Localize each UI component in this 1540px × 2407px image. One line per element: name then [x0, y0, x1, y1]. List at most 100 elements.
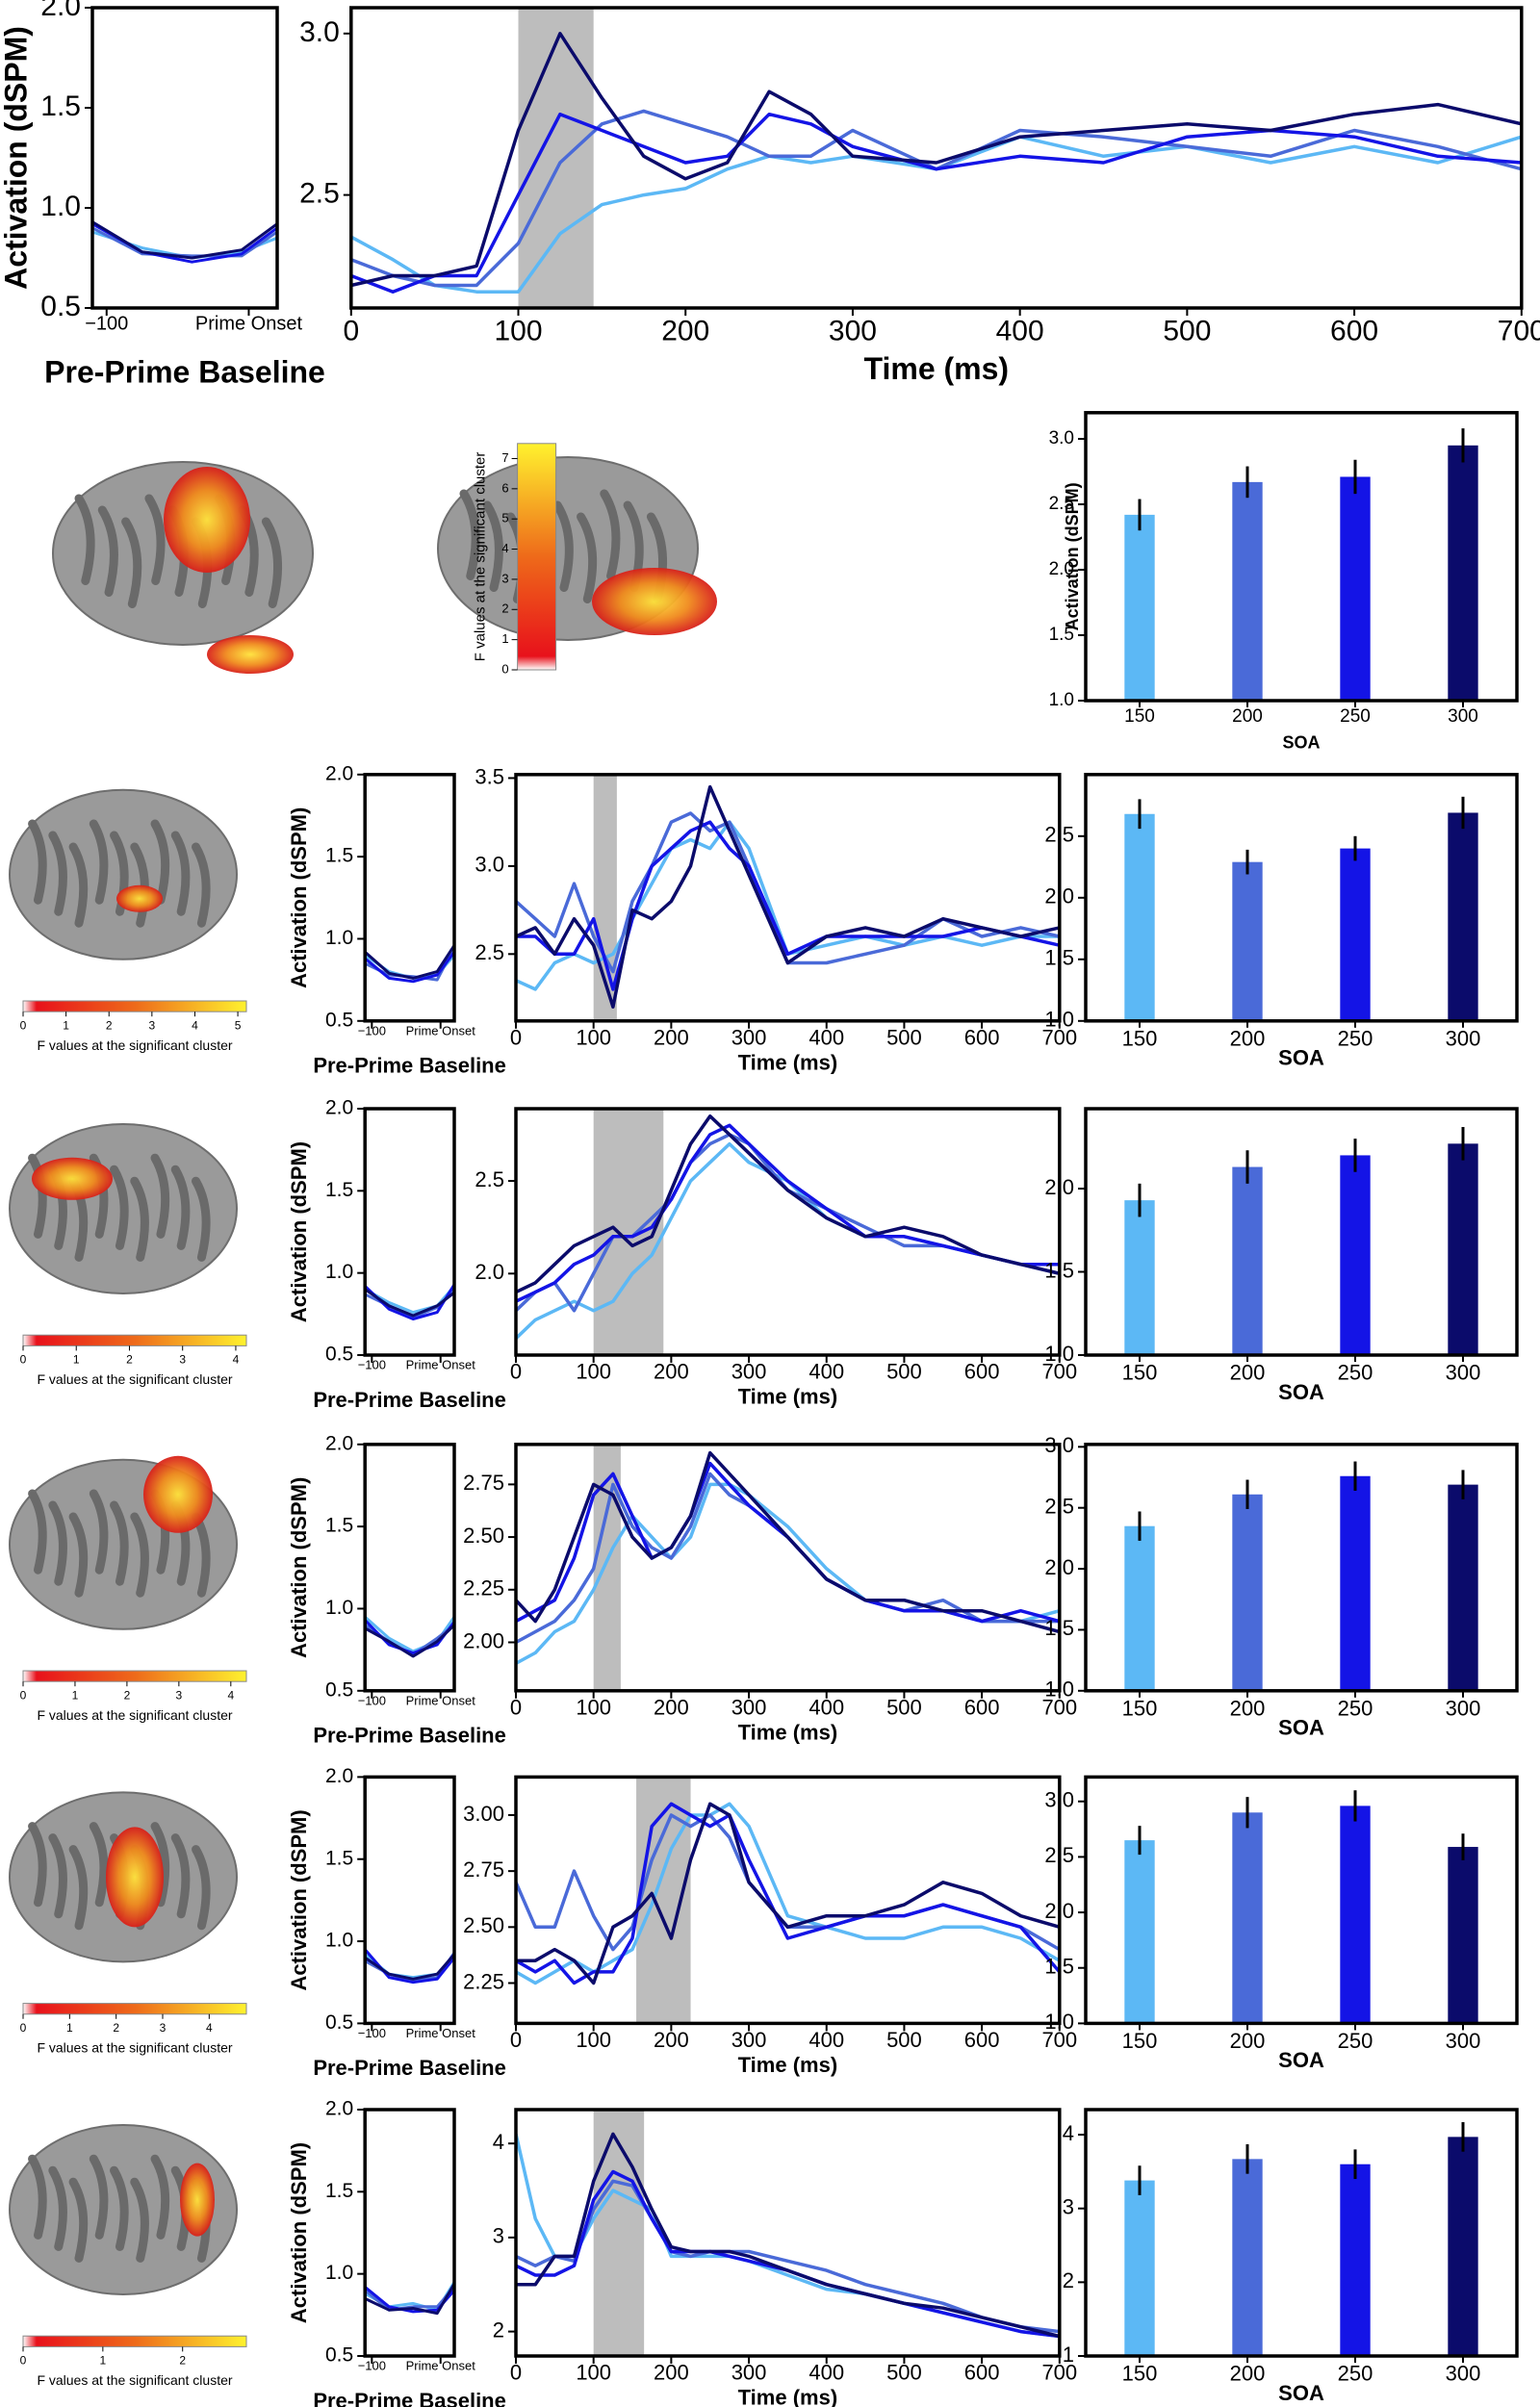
bar — [1232, 1812, 1263, 2024]
bar — [1448, 1143, 1478, 1355]
bar — [1124, 1840, 1155, 2024]
y-tick-label: 2.0 — [325, 1765, 353, 1787]
colorbar-label: F values at the significant cluster — [37, 2372, 232, 2388]
y-tick-label: 1.5 — [325, 1179, 353, 1201]
series-line — [516, 1472, 1060, 1645]
brain-image — [9, 1455, 238, 1630]
x-tick-label: 200 — [654, 1025, 689, 1049]
y-tick-label: 2.5 — [1044, 1843, 1074, 1867]
colorbar-tick-label: 0 — [20, 1353, 27, 1367]
y-tick-label: 1.5 — [40, 90, 81, 122]
colorbar-tick-label: 5 — [501, 511, 508, 525]
colorbar-tick-label: 3 — [176, 1688, 183, 1702]
axes-frame — [363, 1107, 456, 1357]
axes-frame — [1084, 1443, 1519, 1693]
y-axis-label: Activation (dSPM) — [0, 26, 34, 290]
axes-frame — [514, 1775, 1062, 2026]
x-tick-label: Prime Onset — [406, 2026, 476, 2040]
x-tick-label: 600 — [964, 2028, 1000, 2052]
colorbar-tick-label: 1 — [66, 2021, 73, 2035]
brain-sulcus — [89, 2154, 109, 2240]
x-tick-label: 200 — [1230, 2029, 1266, 2053]
bar — [1340, 2164, 1371, 2356]
axes-frame — [1084, 1775, 1519, 2026]
activation-blob — [143, 1455, 213, 1533]
x-tick-label: Prime Onset — [406, 1693, 476, 1707]
colorbar-tick-label: 7 — [501, 450, 508, 465]
x-tick-label: 300 — [732, 1360, 767, 1384]
bar — [1232, 481, 1263, 701]
colorbar-tick-label: 0 — [20, 2021, 27, 2035]
x-tick-label: 100 — [494, 315, 542, 346]
colorbar-tick-label: 1 — [100, 2354, 107, 2368]
x-tick-label: 150 — [1122, 1696, 1158, 1720]
brain-image — [9, 2124, 238, 2295]
bar — [1340, 1805, 1371, 2024]
y-tick-label: 2.00 — [463, 1628, 504, 1652]
y-tick-label: 1.5 — [1049, 625, 1074, 645]
x-tick-label: 0 — [343, 315, 359, 346]
colorbar-tick-label: 2 — [106, 1018, 113, 1032]
activation-blob — [106, 1827, 164, 1928]
x-axis-label: Pre-Prime Baseline — [313, 2389, 506, 2407]
x-tick-label: 250 — [1338, 2029, 1373, 2053]
series-line — [92, 226, 277, 258]
series-line — [365, 2286, 455, 2312]
x-axis-label: Time (ms) — [738, 2053, 838, 2077]
bar — [1340, 848, 1371, 1021]
y-tick-label: 2 — [493, 2317, 504, 2342]
brain-sulcus — [170, 831, 191, 916]
y-tick-label: 1.0 — [40, 191, 81, 222]
y-tick-label: 2.50 — [463, 1913, 504, 1937]
colorbar — [22, 1000, 247, 1012]
x-tick-label: 600 — [964, 1360, 1000, 1384]
x-tick-label: 150 — [1122, 1361, 1158, 1385]
y-tick-label: 2.5 — [475, 1167, 504, 1191]
y-tick-label: 2.5 — [475, 940, 504, 964]
x-tick-label: −100 — [358, 1023, 386, 1037]
y-tick-label: 1.5 — [325, 2180, 353, 2202]
y-axis-label: Activation (dSPM) — [287, 807, 311, 988]
bar — [1124, 1200, 1155, 1355]
x-axis-label: SOA — [1282, 733, 1320, 753]
x-tick-label: 700 — [1498, 315, 1540, 346]
colorbar-tick-label: 3 — [501, 571, 508, 585]
x-tick-label: 200 — [661, 315, 709, 346]
colorbar-tick-label: 1 — [63, 1018, 69, 1032]
x-tick-label: 200 — [1230, 1026, 1266, 1050]
y-tick-label: 2.75 — [463, 1471, 504, 1495]
brain-sulcus — [192, 1176, 211, 1262]
y-tick-label: 1.5 — [1044, 1616, 1074, 1640]
brain-sulcus — [28, 1822, 47, 1908]
series-line — [350, 112, 1522, 294]
x-axis-label: Pre-Prime Baseline — [313, 1054, 506, 1078]
colorbar-tick-label: 5 — [235, 1018, 242, 1032]
brain-sulcus — [130, 2177, 149, 2263]
colorbar-tick-label: 0 — [20, 1018, 27, 1032]
series-line — [516, 1461, 1060, 1624]
y-tick-label: 3.5 — [475, 764, 504, 788]
brain-sulcus — [130, 842, 149, 928]
x-tick-label: 250 — [1338, 1696, 1373, 1720]
colorbar — [517, 443, 557, 671]
brain-image — [52, 461, 314, 674]
y-tick-label: 1.0 — [1044, 2010, 1074, 2034]
bar — [1448, 1484, 1478, 1691]
x-tick-label: 600 — [964, 1695, 1000, 1719]
colorbar-tick-label: 2 — [126, 1353, 133, 1367]
brain-sulcus — [150, 1822, 170, 1908]
y-axis-label: Activation (dSPM) — [287, 2142, 311, 2323]
series-line — [516, 1450, 1060, 1634]
y-tick-label: 4 — [1063, 2121, 1074, 2145]
x-tick-label: 200 — [654, 1360, 689, 1384]
brain-sulcus — [150, 819, 170, 905]
y-tick-label: 2.0 — [325, 762, 353, 784]
brain-sulcus — [150, 1153, 170, 1239]
series-line — [516, 2132, 1060, 2339]
x-axis-label: Pre-Prime Baseline — [313, 1724, 506, 1748]
series-line — [92, 220, 277, 260]
x-tick-label: 400 — [808, 1025, 844, 1049]
y-tick-label: 4 — [493, 2130, 504, 2154]
x-tick-label: 150 — [1122, 2029, 1158, 2053]
brain-sulcus — [600, 489, 621, 580]
